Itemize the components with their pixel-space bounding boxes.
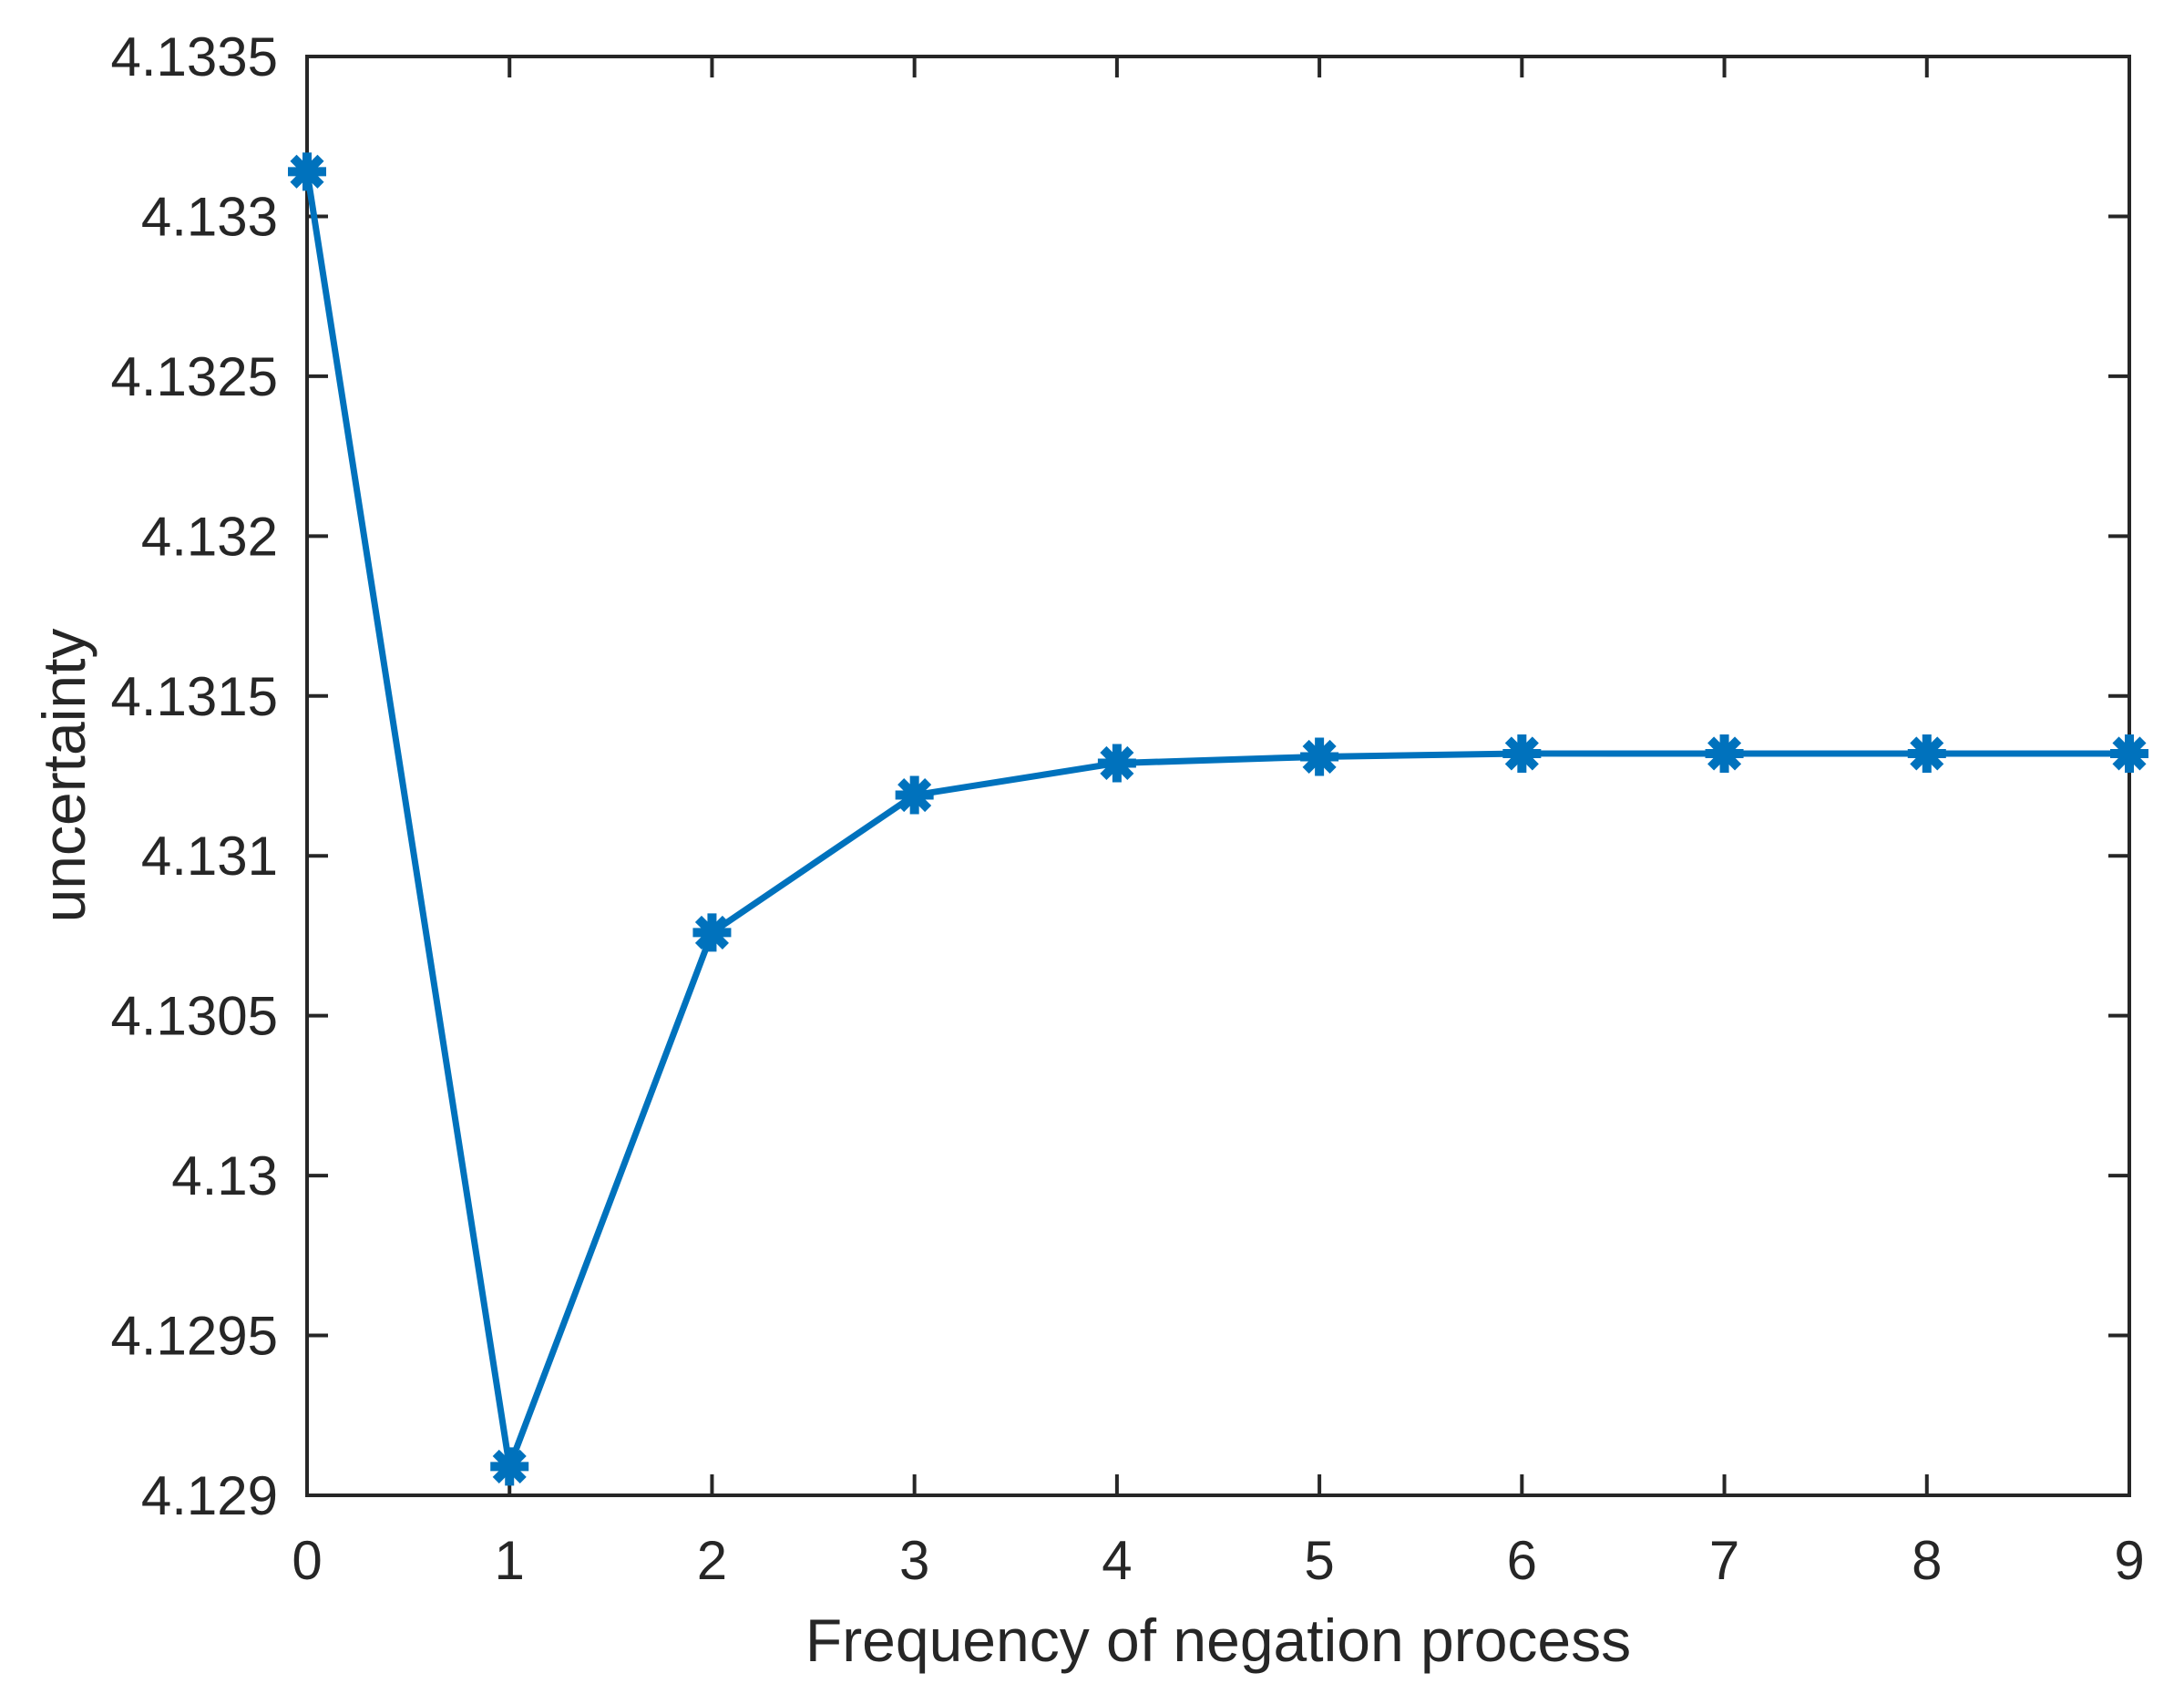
y-tick-label: 4.1305: [110, 986, 278, 1047]
plot-box: [305, 55, 2131, 1497]
marker-stroke: [1100, 745, 1134, 780]
x-tick-label: 2: [697, 1530, 727, 1591]
marker-stroke: [1302, 739, 1337, 774]
data-point-marker: [1502, 734, 1542, 773]
y-tick-label: 4.1315: [110, 666, 278, 727]
marker-stroke: [897, 778, 932, 813]
x-tick-label: 0: [292, 1530, 322, 1591]
data-point-marker: [692, 913, 732, 952]
x-tick-label: 1: [495, 1530, 525, 1591]
x-tick-label: 9: [2114, 1530, 2144, 1591]
y-tick-label: 4.1325: [110, 346, 278, 407]
x-tick-label: 6: [1507, 1530, 1537, 1591]
data-point-marker: [2110, 734, 2148, 773]
data-point-marker: [1907, 734, 1946, 773]
x-tick-label: 8: [1912, 1530, 1942, 1591]
marker-stroke: [290, 154, 324, 189]
data-line: [303, 170, 2129, 1470]
marker-stroke: [1910, 736, 1944, 771]
y-tick-label: 4.133: [141, 186, 278, 247]
data-point-marker: [1097, 744, 1136, 783]
data-point-marker: [895, 775, 934, 815]
data-point-marker: [1300, 737, 1339, 776]
data-point-marker: [288, 152, 326, 191]
marker-stroke: [492, 1449, 527, 1483]
y-tick-label: 4.132: [141, 506, 278, 567]
marker-stroke: [694, 915, 729, 950]
y-tick-label: 4.13: [171, 1145, 278, 1206]
data-point-marker: [1705, 734, 1744, 773]
x-tick-label: 4: [1102, 1530, 1132, 1591]
x-axis-label: Frequency of negation process: [805, 1606, 1632, 1674]
y-tick-label: 4.1335: [110, 26, 278, 87]
data-point-marker: [490, 1447, 529, 1486]
y-tick-label: 4.1295: [110, 1306, 278, 1367]
y-axis-label: uncertainty: [30, 628, 97, 923]
marker-stroke: [1504, 736, 1539, 771]
x-tick-label: 5: [1304, 1530, 1334, 1591]
marker-stroke: [2112, 736, 2147, 771]
x-tick-label: 7: [1709, 1530, 1739, 1591]
y-tick-label: 4.131: [141, 826, 278, 887]
y-tick-label: 4.129: [141, 1465, 278, 1526]
x-tick-label: 3: [899, 1530, 929, 1591]
marker-stroke: [1707, 736, 1742, 771]
